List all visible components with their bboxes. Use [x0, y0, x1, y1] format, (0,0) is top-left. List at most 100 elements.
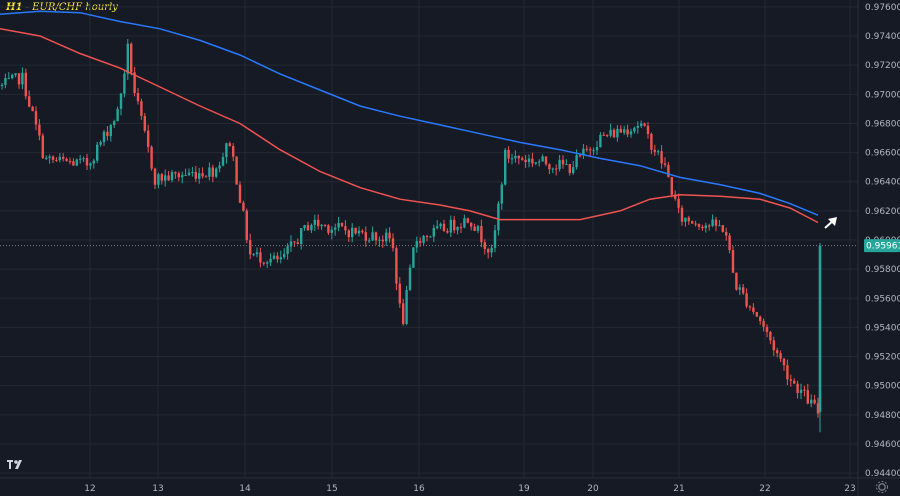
candle-body: [99, 142, 102, 145]
time-axis[interactable]: 12 13 14 15 16 19 20 21 22 23: [0, 477, 900, 494]
candle-body: [327, 225, 330, 233]
candle-body: [303, 225, 306, 229]
y-tick-label: 0.95600: [865, 294, 900, 304]
candle-body: [531, 158, 534, 164]
candle-body: [174, 172, 177, 174]
candle-body: [534, 162, 537, 164]
candle-body: [589, 149, 592, 151]
candle-body: [45, 157, 48, 159]
candle-body: [357, 230, 361, 234]
candle-body: [449, 219, 452, 233]
candle-body: [701, 226, 704, 229]
x-tick-label: 20: [587, 484, 599, 494]
x-tick-label: 16: [413, 484, 425, 494]
candle-body: [255, 252, 259, 255]
candle-body: [517, 155, 520, 159]
candle-body: [58, 156, 61, 161]
candle-body: [810, 399, 813, 404]
candle-body: [85, 158, 89, 166]
candle-body: [194, 171, 197, 179]
candle-body: [381, 239, 384, 242]
x-tick-label: 23: [844, 484, 855, 494]
candle-body: [480, 226, 483, 243]
candle-body: [330, 229, 333, 233]
candle-body: [439, 223, 442, 227]
candle-body: [65, 158, 68, 162]
candle-body: [755, 311, 758, 317]
candle-body: [55, 159, 58, 161]
y-tick-label: 0.94400: [865, 469, 900, 479]
candle-body: [38, 124, 41, 136]
candle-body: [14, 73, 17, 75]
candle-body: [184, 175, 187, 177]
candle-body: [769, 331, 772, 341]
candle-body: [208, 167, 211, 177]
candle-body: [7, 78, 10, 80]
candle-body: [289, 241, 293, 247]
candle-body: [28, 96, 31, 107]
candle-body: [544, 156, 548, 165]
candle-body: [378, 239, 381, 241]
candle-body: [606, 135, 609, 137]
candle-body: [374, 232, 378, 241]
candle-body: [633, 127, 636, 132]
chart-title: H1 - EUR/CHF hourly: [6, 2, 118, 13]
candle-body: [521, 158, 524, 160]
candle-body: [653, 149, 656, 152]
candle-body: [459, 227, 463, 229]
y-tick-label: 0.94800: [865, 411, 900, 421]
candle-body: [456, 227, 459, 231]
candle-body: [803, 389, 806, 391]
candle-body: [609, 129, 612, 136]
candle-body: [317, 219, 320, 227]
candle-body: [541, 156, 544, 162]
last-candle-body: [818, 245, 822, 412]
candle-body: [181, 175, 184, 178]
candle-body: [663, 163, 667, 165]
candle-body: [558, 159, 561, 170]
candle-body: [497, 203, 500, 231]
candle-body: [157, 174, 160, 185]
symbol-title: EUR/CHF hourly: [32, 2, 118, 13]
candle-body: [133, 72, 136, 94]
candle-body: [680, 207, 684, 222]
candle-body: [415, 241, 418, 248]
candle-body: [748, 306, 752, 308]
candle-body: [442, 223, 446, 232]
candle-body: [96, 144, 99, 161]
candle-body: [143, 115, 146, 131]
candle-body: [187, 172, 191, 176]
x-tick-label: 13: [152, 484, 163, 494]
candle-body: [62, 156, 65, 159]
y-tick-label: 0.97400: [865, 32, 900, 42]
candle-body: [626, 129, 629, 135]
y-tick-label: 0.95200: [865, 353, 900, 363]
candle-body: [68, 161, 72, 163]
candle-body: [507, 149, 510, 159]
candle-body: [527, 158, 531, 163]
candle-body: [650, 133, 653, 150]
candle-body: [313, 219, 316, 225]
candle-body: [524, 159, 527, 163]
title-separator: -: [22, 2, 33, 13]
candle-body: [470, 222, 473, 227]
candle-body: [429, 236, 432, 238]
tradingview-logo-icon[interactable]: [7, 460, 22, 469]
candle-body: [245, 210, 248, 241]
candles: [0, 39, 822, 433]
candle-body: [347, 230, 350, 238]
price-axis[interactable]: 0.97600 0.97400 0.97200 0.97000 0.96800 0.966…: [857, 0, 900, 496]
grid-lines: [0, 0, 858, 478]
candle-body: [306, 225, 310, 231]
candle-body: [793, 380, 796, 384]
timeframe-label: H1: [6, 2, 23, 13]
candle-body: [79, 158, 82, 160]
candle-body: [402, 303, 405, 324]
gear-icon[interactable]: [876, 481, 888, 493]
candle-body: [674, 194, 677, 199]
candle-body: [170, 172, 174, 181]
y-tick-label: 0.96400: [865, 178, 900, 188]
candle-body: [670, 177, 673, 195]
candle-body: [228, 143, 231, 147]
